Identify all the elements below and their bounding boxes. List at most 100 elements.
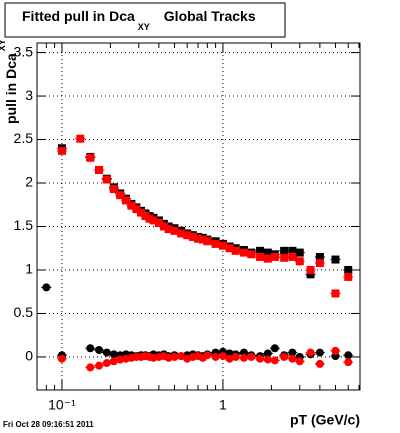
point: [331, 289, 340, 298]
point: [154, 219, 163, 228]
point: [280, 352, 289, 361]
point: [344, 272, 353, 281]
point: [306, 270, 315, 279]
title-suffix: Global Tracks: [164, 8, 256, 24]
y-tick-label: 0.5: [14, 304, 34, 320]
point: [225, 244, 234, 253]
point: [315, 259, 324, 268]
point: [102, 359, 111, 368]
plot-frame: [36, 42, 361, 391]
point: [263, 349, 272, 358]
point: [295, 257, 304, 266]
point: [86, 153, 95, 162]
y-tick-label: 2: [25, 174, 33, 190]
point: [177, 352, 186, 361]
point: [102, 348, 111, 357]
point: [288, 354, 297, 363]
point: [239, 248, 248, 257]
point: [344, 358, 353, 367]
point: [218, 352, 227, 361]
point: [194, 234, 203, 243]
point: [132, 205, 141, 214]
point: [122, 196, 131, 205]
y-tick-label: 0: [25, 348, 33, 364]
point: [116, 191, 125, 200]
point: [306, 265, 315, 274]
title-box: [4, 2, 286, 38]
y-label-subscript: XY: [0, 39, 7, 51]
point: [288, 348, 297, 357]
point: [149, 216, 158, 225]
point: [95, 361, 104, 370]
point: [159, 222, 168, 231]
point: [188, 232, 197, 241]
point: [57, 146, 66, 155]
point: [270, 356, 279, 365]
point: [295, 357, 304, 366]
x-axis-title: pT (GeV/c): [290, 412, 360, 428]
point: [256, 354, 265, 363]
title-subscript: XY: [138, 22, 150, 32]
point: [137, 208, 146, 217]
y-tick-label: 2.5: [14, 130, 34, 146]
point: [76, 134, 85, 143]
point: [288, 246, 297, 255]
point: [109, 350, 118, 359]
point: [102, 175, 111, 184]
point: [141, 212, 150, 221]
point: [86, 363, 95, 372]
point: [247, 352, 256, 361]
point: [203, 351, 212, 360]
point: [331, 255, 340, 264]
point: [203, 237, 212, 246]
point: [256, 246, 265, 255]
point: [247, 250, 256, 259]
chart-title: Fitted pull in DcaXY Global Tracks: [22, 8, 256, 33]
point: [344, 265, 353, 274]
point: [218, 241, 227, 250]
point: [331, 346, 340, 355]
y-label-main: pull in Dca: [3, 53, 19, 124]
y-tick-label: 1: [25, 261, 33, 277]
point: [263, 254, 272, 263]
point: [280, 246, 289, 255]
y-tick-label: 3.5: [14, 43, 34, 59]
point: [270, 344, 279, 353]
point: [239, 353, 248, 362]
point: [295, 248, 304, 257]
footer: Fri Oct 28 09:16:51 2011: [3, 420, 94, 429]
point: [95, 345, 104, 354]
point: [198, 235, 207, 244]
point: [263, 248, 272, 257]
point: [211, 239, 220, 248]
x-tick-label: 10⁻¹: [48, 397, 76, 413]
point: [164, 225, 173, 234]
point: [86, 344, 95, 353]
point: [315, 348, 324, 357]
title-main: Fitted pull in Dca: [22, 8, 135, 24]
point: [315, 359, 324, 368]
point: [270, 252, 279, 261]
point: [170, 226, 179, 235]
point: [57, 354, 66, 363]
point: [256, 252, 265, 261]
point: [306, 348, 315, 357]
x-tick-label: 1: [219, 397, 227, 413]
point: [344, 351, 353, 360]
point: [280, 253, 289, 262]
point: [315, 252, 324, 261]
point: [183, 231, 192, 240]
point: [127, 201, 136, 210]
point: [177, 229, 186, 238]
point: [288, 252, 297, 261]
point: [231, 352, 240, 361]
y-axis-title: pull in Dca XY: [0, 39, 19, 124]
point: [211, 352, 220, 361]
y-tick-label: 1.5: [14, 217, 34, 233]
point: [109, 185, 118, 194]
point: [263, 355, 272, 364]
point: [170, 352, 179, 361]
point: [95, 165, 104, 174]
y-tick-label: 3: [25, 87, 33, 103]
